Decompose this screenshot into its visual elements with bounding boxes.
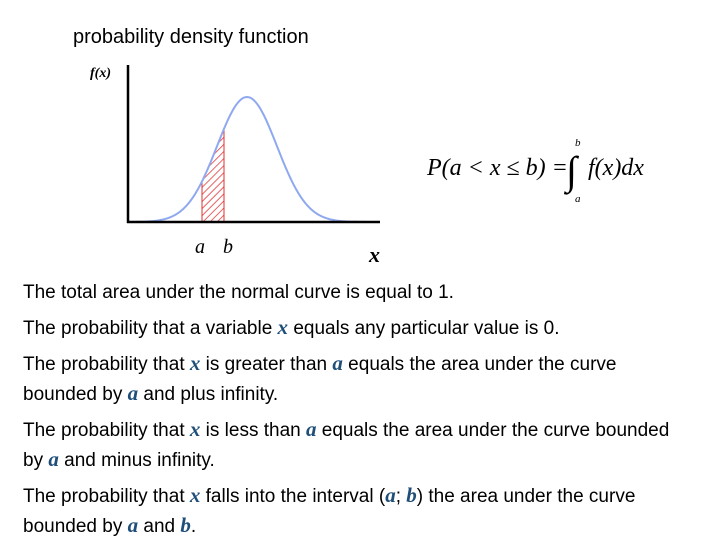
text-run: The probability that [23, 354, 190, 375]
variable: x [189, 351, 201, 375]
paragraph: The probability that a variable x equals… [23, 313, 693, 343]
x-label: x [368, 242, 380, 267]
variable: x [189, 417, 201, 441]
text-run: ) the area under the curve bounded by [23, 486, 636, 537]
integrand: f(x)dx [588, 155, 644, 181]
text-run: is less than [200, 420, 306, 441]
paragraph: The probability that x falls into the in… [23, 481, 693, 541]
variable: a [127, 513, 139, 537]
text-run: and minus infinity. [58, 450, 215, 471]
text-run: The total area under the normal curve is… [23, 282, 454, 303]
paragraph: The probability that x is less than a eq… [23, 415, 693, 475]
diagram: f(x) a b x P(a < x ≤ b) = ∫ b a f(x)dx [90, 65, 644, 267]
paragraph: The probability that x is greater than a… [23, 349, 693, 409]
text-run: equals any particular value is 0. [288, 318, 560, 339]
variable: a [48, 447, 59, 471]
variable: b [180, 513, 191, 537]
b-label: b [223, 236, 233, 258]
variable: a [332, 351, 343, 375]
text-run: falls into the interval ( [200, 486, 386, 507]
title: probability density function [73, 26, 309, 48]
y-label: f(x) [90, 66, 111, 81]
text-run: and [138, 516, 181, 537]
lower-limit: a [575, 193, 581, 205]
text-run: equals the area under the curve bounded … [23, 354, 617, 405]
variable: x [189, 483, 201, 507]
text-run: The probability that [23, 486, 190, 507]
a-label: a [195, 236, 205, 258]
integral-sign: ∫ [563, 148, 580, 195]
text-run: and plus infinity. [138, 384, 279, 405]
text-run: is greater than [200, 354, 333, 375]
variable: a [385, 483, 396, 507]
paragraphs: The total area under the normal curve is… [23, 279, 693, 547]
text-run: The probability that a variable [23, 318, 278, 339]
variable: b [406, 483, 417, 507]
text-run: equals the area under the curve bounded … [23, 420, 670, 471]
variable: a [305, 417, 317, 441]
text-run: ; [395, 486, 407, 507]
text-run: The probability that [23, 420, 190, 441]
upper-limit: b [575, 137, 581, 149]
variable: a [127, 381, 139, 405]
text-run: . [190, 516, 197, 537]
formula-lhs: P(a < x ≤ b) = [426, 155, 568, 181]
paragraph: The total area under the normal curve is… [23, 279, 693, 307]
density-curve [130, 95, 375, 223]
variable: x [277, 315, 289, 339]
